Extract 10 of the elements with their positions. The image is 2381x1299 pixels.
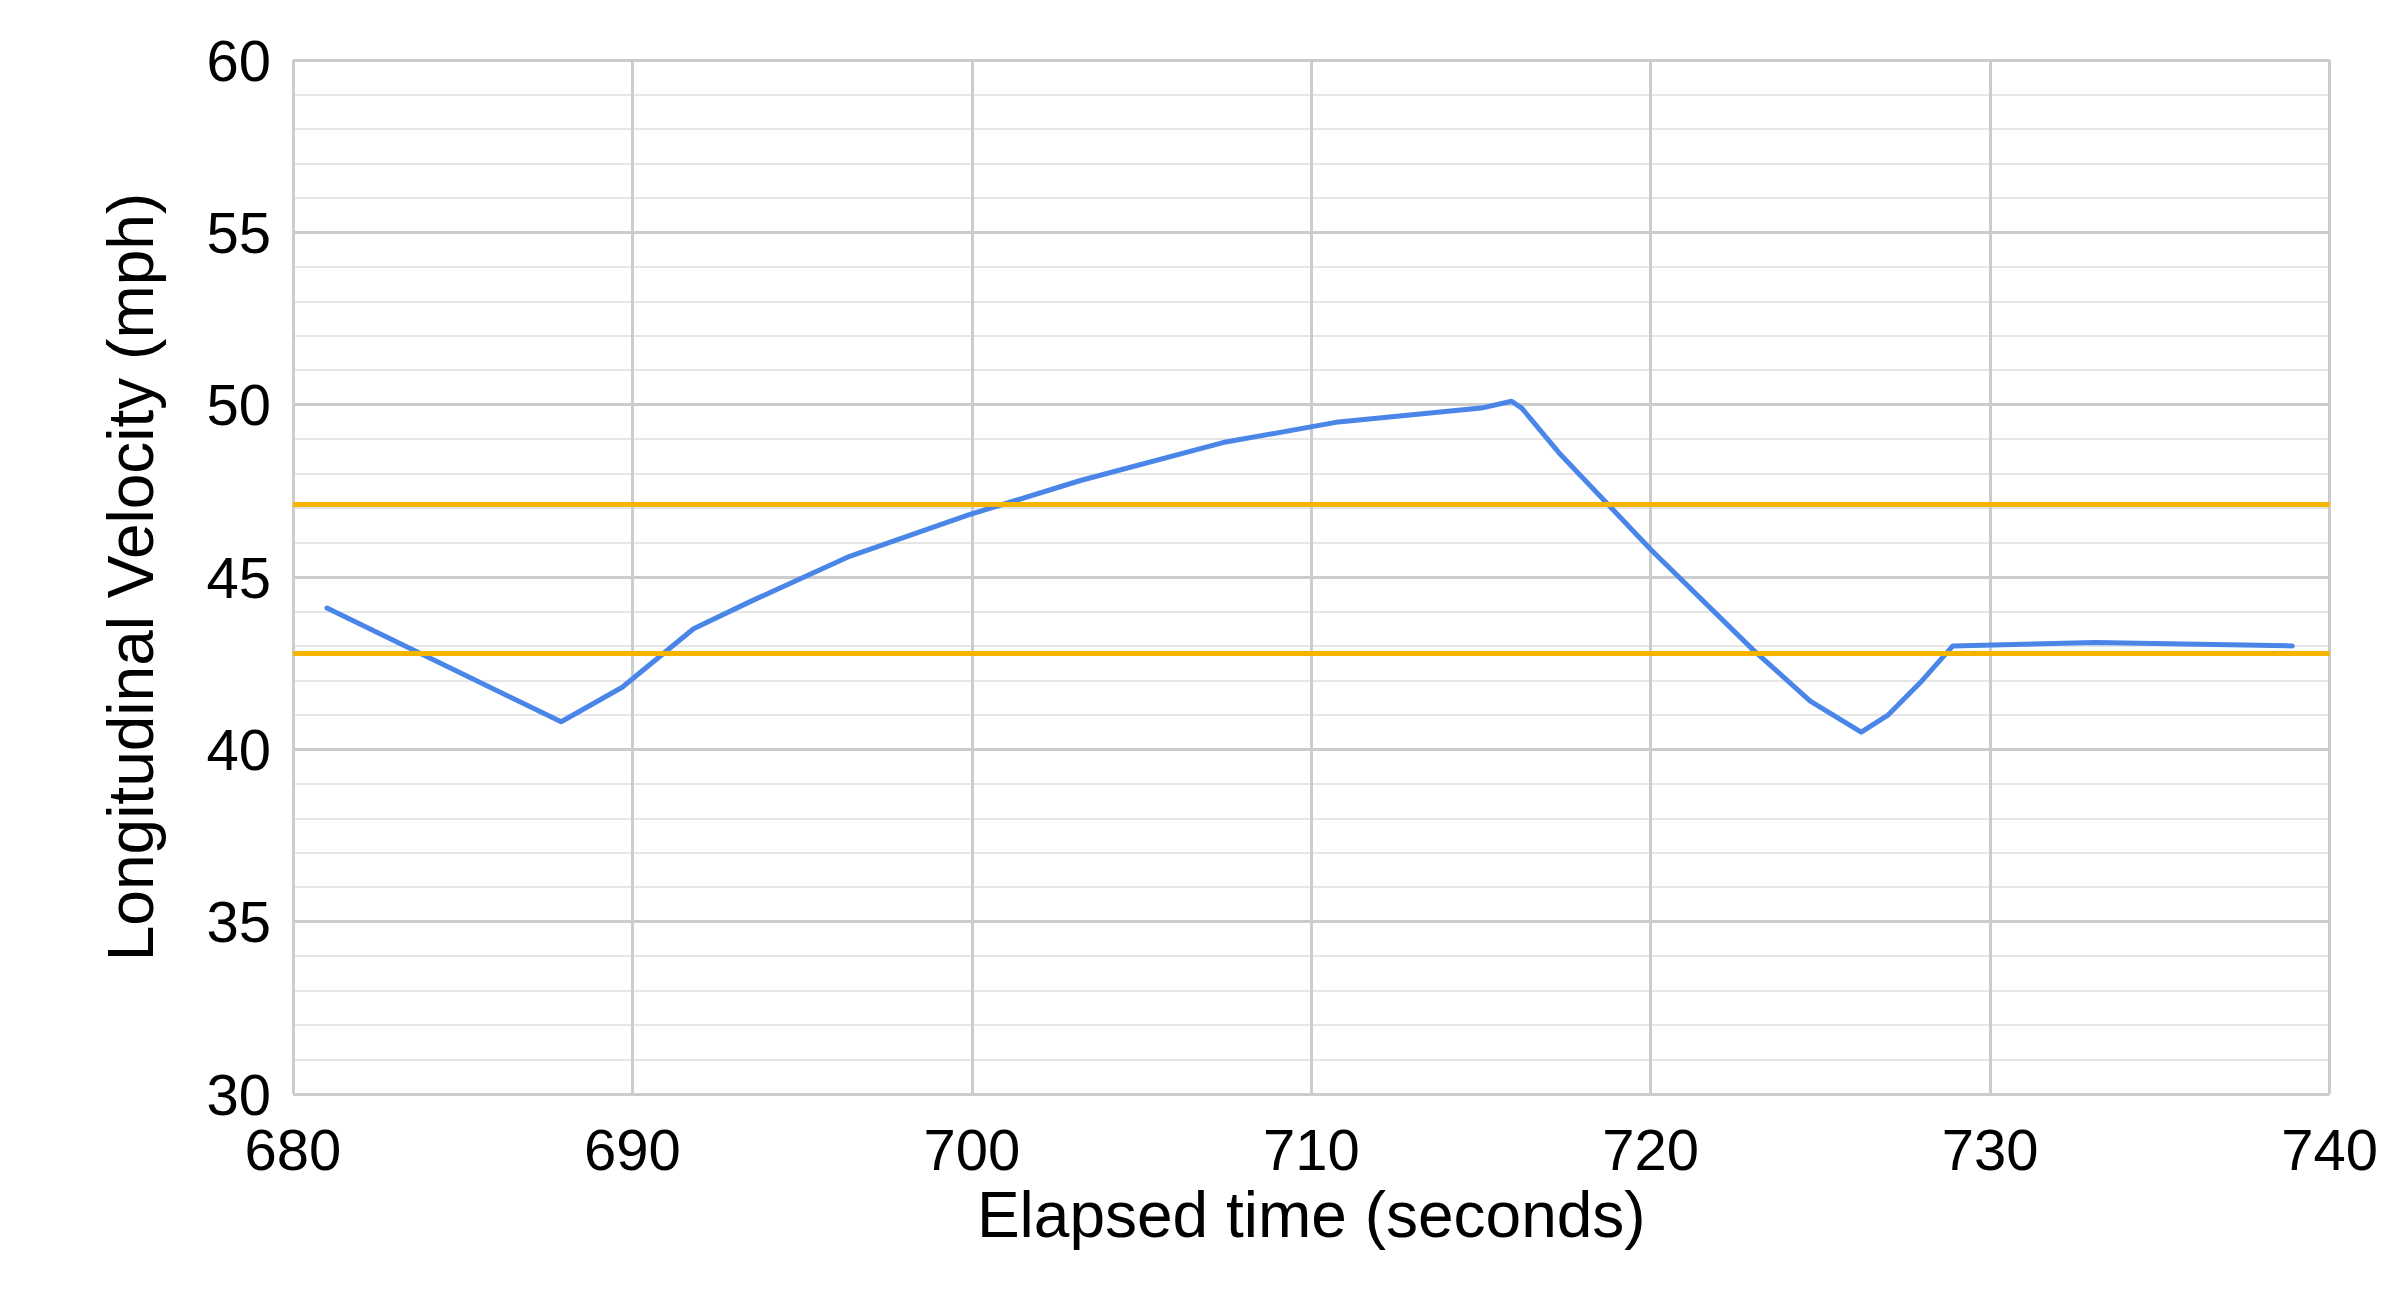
y-tick-label: 40 — [206, 716, 271, 782]
x-tick-label: 730 — [1941, 1116, 2039, 1182]
y-axis-title: Longitudinal Velocity (mph) — [95, 192, 167, 962]
x-tick-label: 690 — [584, 1116, 681, 1182]
y-tick-label: 60 — [206, 27, 271, 93]
y-tick-label: 45 — [206, 544, 271, 610]
x-tick-label: 740 — [2281, 1116, 2379, 1182]
y-tick-label: 35 — [206, 889, 271, 955]
y-tick-label: 55 — [206, 199, 271, 265]
y-tick-label: 50 — [206, 372, 271, 438]
